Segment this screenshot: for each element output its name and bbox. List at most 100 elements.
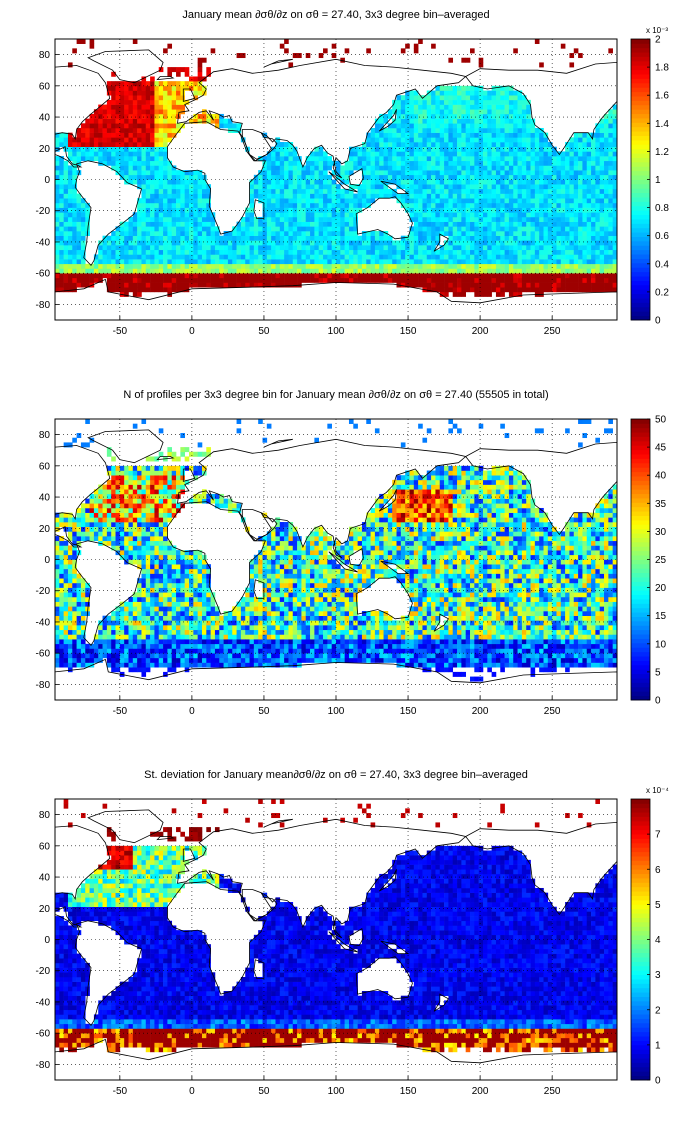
heatmap-cell [150, 109, 155, 115]
heatmap-cell [111, 536, 116, 542]
heatmap-cell [102, 240, 108, 246]
heatmap-cell [145, 254, 151, 260]
heatmap-cell [465, 268, 471, 274]
heatmap-cell [560, 198, 566, 204]
heatmap-cell [106, 536, 112, 542]
heatmap-cell [245, 216, 250, 222]
heatmap-cell [201, 198, 207, 204]
heatmap-cell [67, 568, 73, 574]
heatmap-cell [418, 263, 423, 269]
heatmap-cell [400, 113, 406, 119]
heatmap-cell [145, 287, 151, 293]
heatmap-cell [314, 184, 319, 190]
heatmap-cell [227, 263, 233, 269]
heatmap-cell [262, 245, 268, 251]
heatmap-cell [517, 231, 523, 236]
heatmap-cell [448, 127, 454, 133]
colorbar-segment [631, 232, 650, 237]
heatmap-cell [396, 118, 402, 124]
heatmap-cell [80, 596, 86, 602]
heatmap-cell [305, 249, 311, 255]
heatmap-cell [366, 231, 371, 236]
heatmap-cell [599, 231, 605, 236]
heatmap-cell [361, 249, 367, 255]
heatmap-cell [457, 268, 462, 274]
heatmap-cell [495, 160, 501, 166]
heatmap-cell [569, 174, 575, 180]
heatmap-cell [124, 540, 129, 546]
heatmap-cell [197, 254, 203, 260]
heatmap-cell [301, 231, 307, 236]
heatmap-cell [595, 146, 600, 152]
heatmap-cell [150, 231, 155, 236]
heatmap-cell [245, 277, 250, 283]
heatmap-cell [547, 142, 553, 148]
heatmap-cell [348, 160, 354, 166]
heatmap-cell [76, 531, 82, 537]
heatmap-cell [76, 231, 82, 236]
heatmap-cell [150, 249, 155, 255]
heatmap-cell [409, 174, 415, 180]
heatmap-cell [266, 165, 272, 171]
heatmap-cell [167, 245, 173, 251]
heatmap-cell [521, 113, 527, 119]
heatmap-cell [102, 489, 108, 495]
heatmap-cell [236, 123, 242, 129]
heatmap-cell [72, 606, 77, 612]
heatmap-cell [98, 503, 103, 509]
heatmap-cell [275, 235, 281, 241]
heatmap-cell [353, 268, 358, 274]
heatmap-cell [124, 554, 129, 560]
colorbar-segment [631, 60, 650, 66]
heatmap-cell [513, 174, 518, 180]
heatmap-cell [474, 151, 479, 157]
heatmap-cell [275, 221, 281, 227]
heatmap-cell [72, 188, 77, 194]
heatmap-cell [292, 277, 298, 283]
heatmap-cell [591, 235, 596, 241]
heatmap-cell [119, 245, 125, 251]
heatmap-cell [301, 216, 307, 222]
heatmap-cell [534, 146, 540, 152]
heatmap-cell [67, 207, 73, 213]
heatmap-cell [487, 123, 492, 129]
heatmap-cell [154, 268, 160, 274]
heatmap-cell [409, 165, 415, 171]
heatmap-cell [539, 142, 544, 148]
heatmap-cell [128, 249, 134, 255]
heatmap-cell [137, 212, 142, 218]
heatmap-cell [176, 287, 181, 293]
heatmap-cell [418, 99, 423, 105]
heatmap-cell [452, 282, 458, 288]
heatmap-cell [500, 202, 505, 208]
heatmap-cell [604, 113, 609, 119]
heatmap-cell [63, 268, 69, 274]
heatmap-cell [154, 259, 160, 265]
heatmap-cell [206, 240, 211, 246]
heatmap-cell [495, 95, 501, 101]
heatmap-cell [521, 207, 527, 213]
heatmap-cell [271, 188, 276, 194]
heatmap-cell [288, 259, 294, 265]
heatmap-cell [400, 109, 406, 115]
heatmap-cell [387, 132, 393, 138]
heatmap-cell [275, 282, 281, 288]
heatmap-cell [141, 179, 147, 185]
heatmap-cell [102, 263, 108, 269]
heatmap-cell [240, 226, 246, 232]
heatmap-cell [569, 268, 575, 274]
heatmap-cell [340, 273, 345, 279]
heatmap-cell [595, 202, 600, 208]
heatmap-cell [348, 156, 354, 162]
heatmap-cell [106, 146, 112, 152]
heatmap-cell [89, 277, 95, 283]
heatmap-cell [534, 249, 540, 255]
heatmap-cell [106, 540, 112, 546]
heatmap-cell [591, 231, 596, 236]
heatmap-cell [59, 573, 64, 579]
heatmap-cell [67, 235, 73, 241]
heatmap-cell [163, 273, 168, 279]
heatmap-cell [115, 536, 121, 542]
heatmap-cell [63, 653, 69, 659]
heatmap-cell [219, 245, 224, 251]
